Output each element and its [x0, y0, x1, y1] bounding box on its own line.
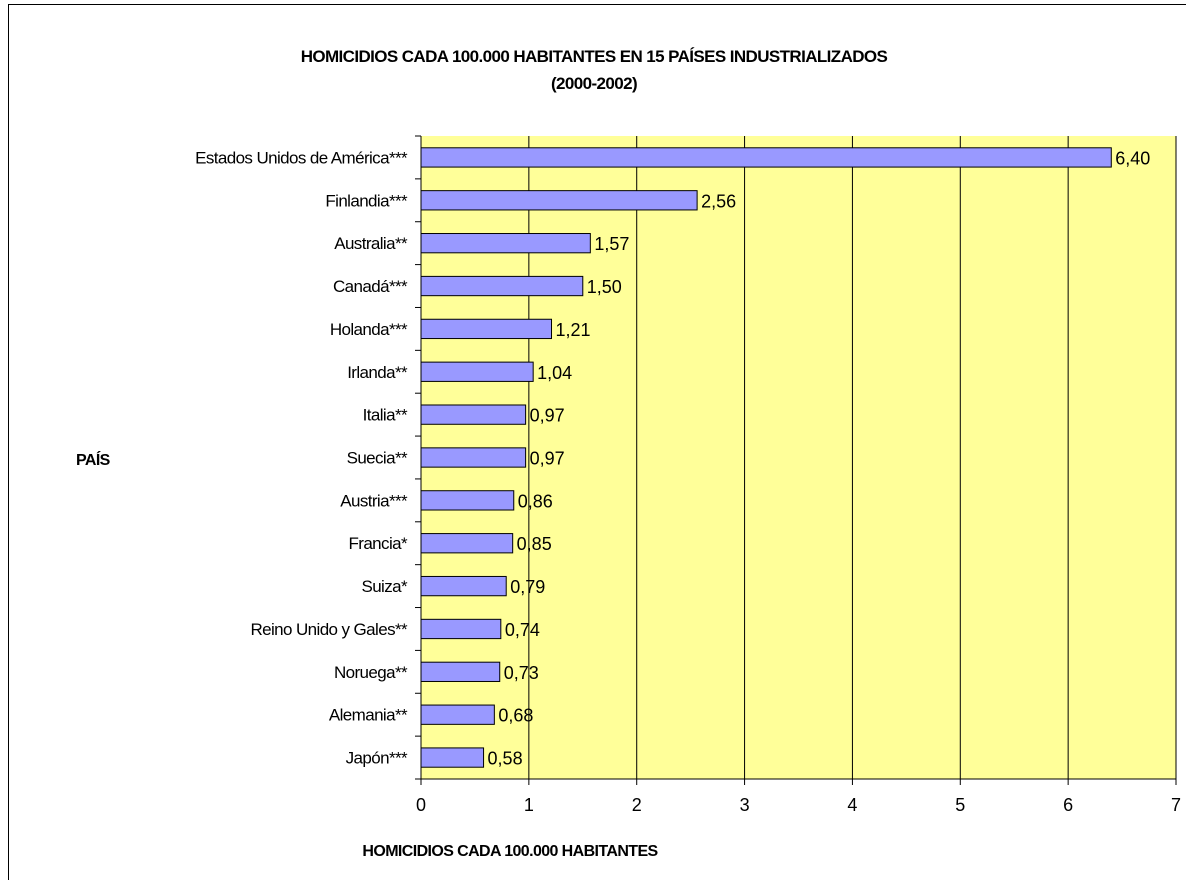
- x-tick-label: 3: [740, 795, 750, 815]
- data-label: 0,74: [505, 620, 540, 640]
- category-label: Japón***: [346, 749, 408, 768]
- category-label: Suecia**: [347, 449, 408, 468]
- bar: [420, 361, 534, 382]
- data-label: 1,57: [594, 234, 629, 254]
- bar: [420, 661, 501, 682]
- x-tick-label: 4: [847, 795, 857, 815]
- category-label: Holanda***: [330, 320, 408, 339]
- bar: [420, 318, 553, 340]
- bar: [420, 575, 507, 597]
- data-label: 0,79: [510, 577, 545, 597]
- x-tick-label: 6: [1063, 795, 1073, 815]
- data-label: 0,73: [504, 663, 539, 683]
- category-label: Estados Unidos de América***: [195, 148, 408, 167]
- bar: [420, 533, 514, 554]
- data-label: 0,86: [518, 491, 553, 511]
- data-label: 2,56: [701, 191, 736, 211]
- y-axis-title: PAÍS: [76, 452, 110, 469]
- category-label: Suiza*: [361, 577, 408, 596]
- bar: [420, 233, 591, 254]
- x-tick-label: 1: [524, 795, 534, 815]
- x-tick-label: 2: [632, 795, 642, 815]
- x-tick-label: 7: [1171, 795, 1181, 815]
- bar: [420, 704, 495, 725]
- data-label: 0,58: [488, 749, 523, 769]
- category-label: Alemania**: [329, 706, 408, 725]
- category-label: Reino Unido y Gales**: [250, 620, 408, 639]
- data-label: 0,68: [498, 706, 533, 726]
- bar: [420, 747, 485, 768]
- category-label: Francia*: [348, 534, 407, 553]
- data-label: 0,97: [530, 406, 565, 426]
- data-label: 1,04: [537, 363, 572, 383]
- bar: [420, 190, 698, 211]
- category-label: Italia**: [363, 406, 408, 425]
- category-label: Canadá***: [333, 277, 408, 296]
- x-tick-label: 0: [416, 795, 426, 815]
- data-label: 0,85: [517, 534, 552, 554]
- category-label: Irlanda**: [347, 363, 408, 382]
- category-label: Austria***: [340, 491, 408, 510]
- bar: [420, 275, 584, 297]
- data-label: 1,50: [587, 277, 622, 297]
- chart-title: HOMICIDIOS CADA 100.000 HABITANTES EN 15…: [300, 47, 888, 66]
- x-tick-label: 5: [955, 795, 965, 815]
- bar: [420, 490, 515, 511]
- data-label: 0,97: [530, 449, 565, 469]
- category-label: Noruega**: [334, 663, 408, 682]
- data-label: 1,21: [556, 320, 591, 340]
- bar: [420, 404, 527, 425]
- bar: [420, 618, 502, 640]
- bar: [420, 447, 527, 468]
- category-label: Finlandia***: [325, 191, 408, 210]
- x-axis-title: HOMICIDIOS CADA 100.000 HABITANTES: [362, 843, 658, 860]
- chart-subtitle: (2000-2002): [550, 74, 638, 93]
- category-label: Australia**: [334, 234, 408, 253]
- bar: [420, 147, 1112, 168]
- data-label: 6,40: [1115, 148, 1150, 168]
